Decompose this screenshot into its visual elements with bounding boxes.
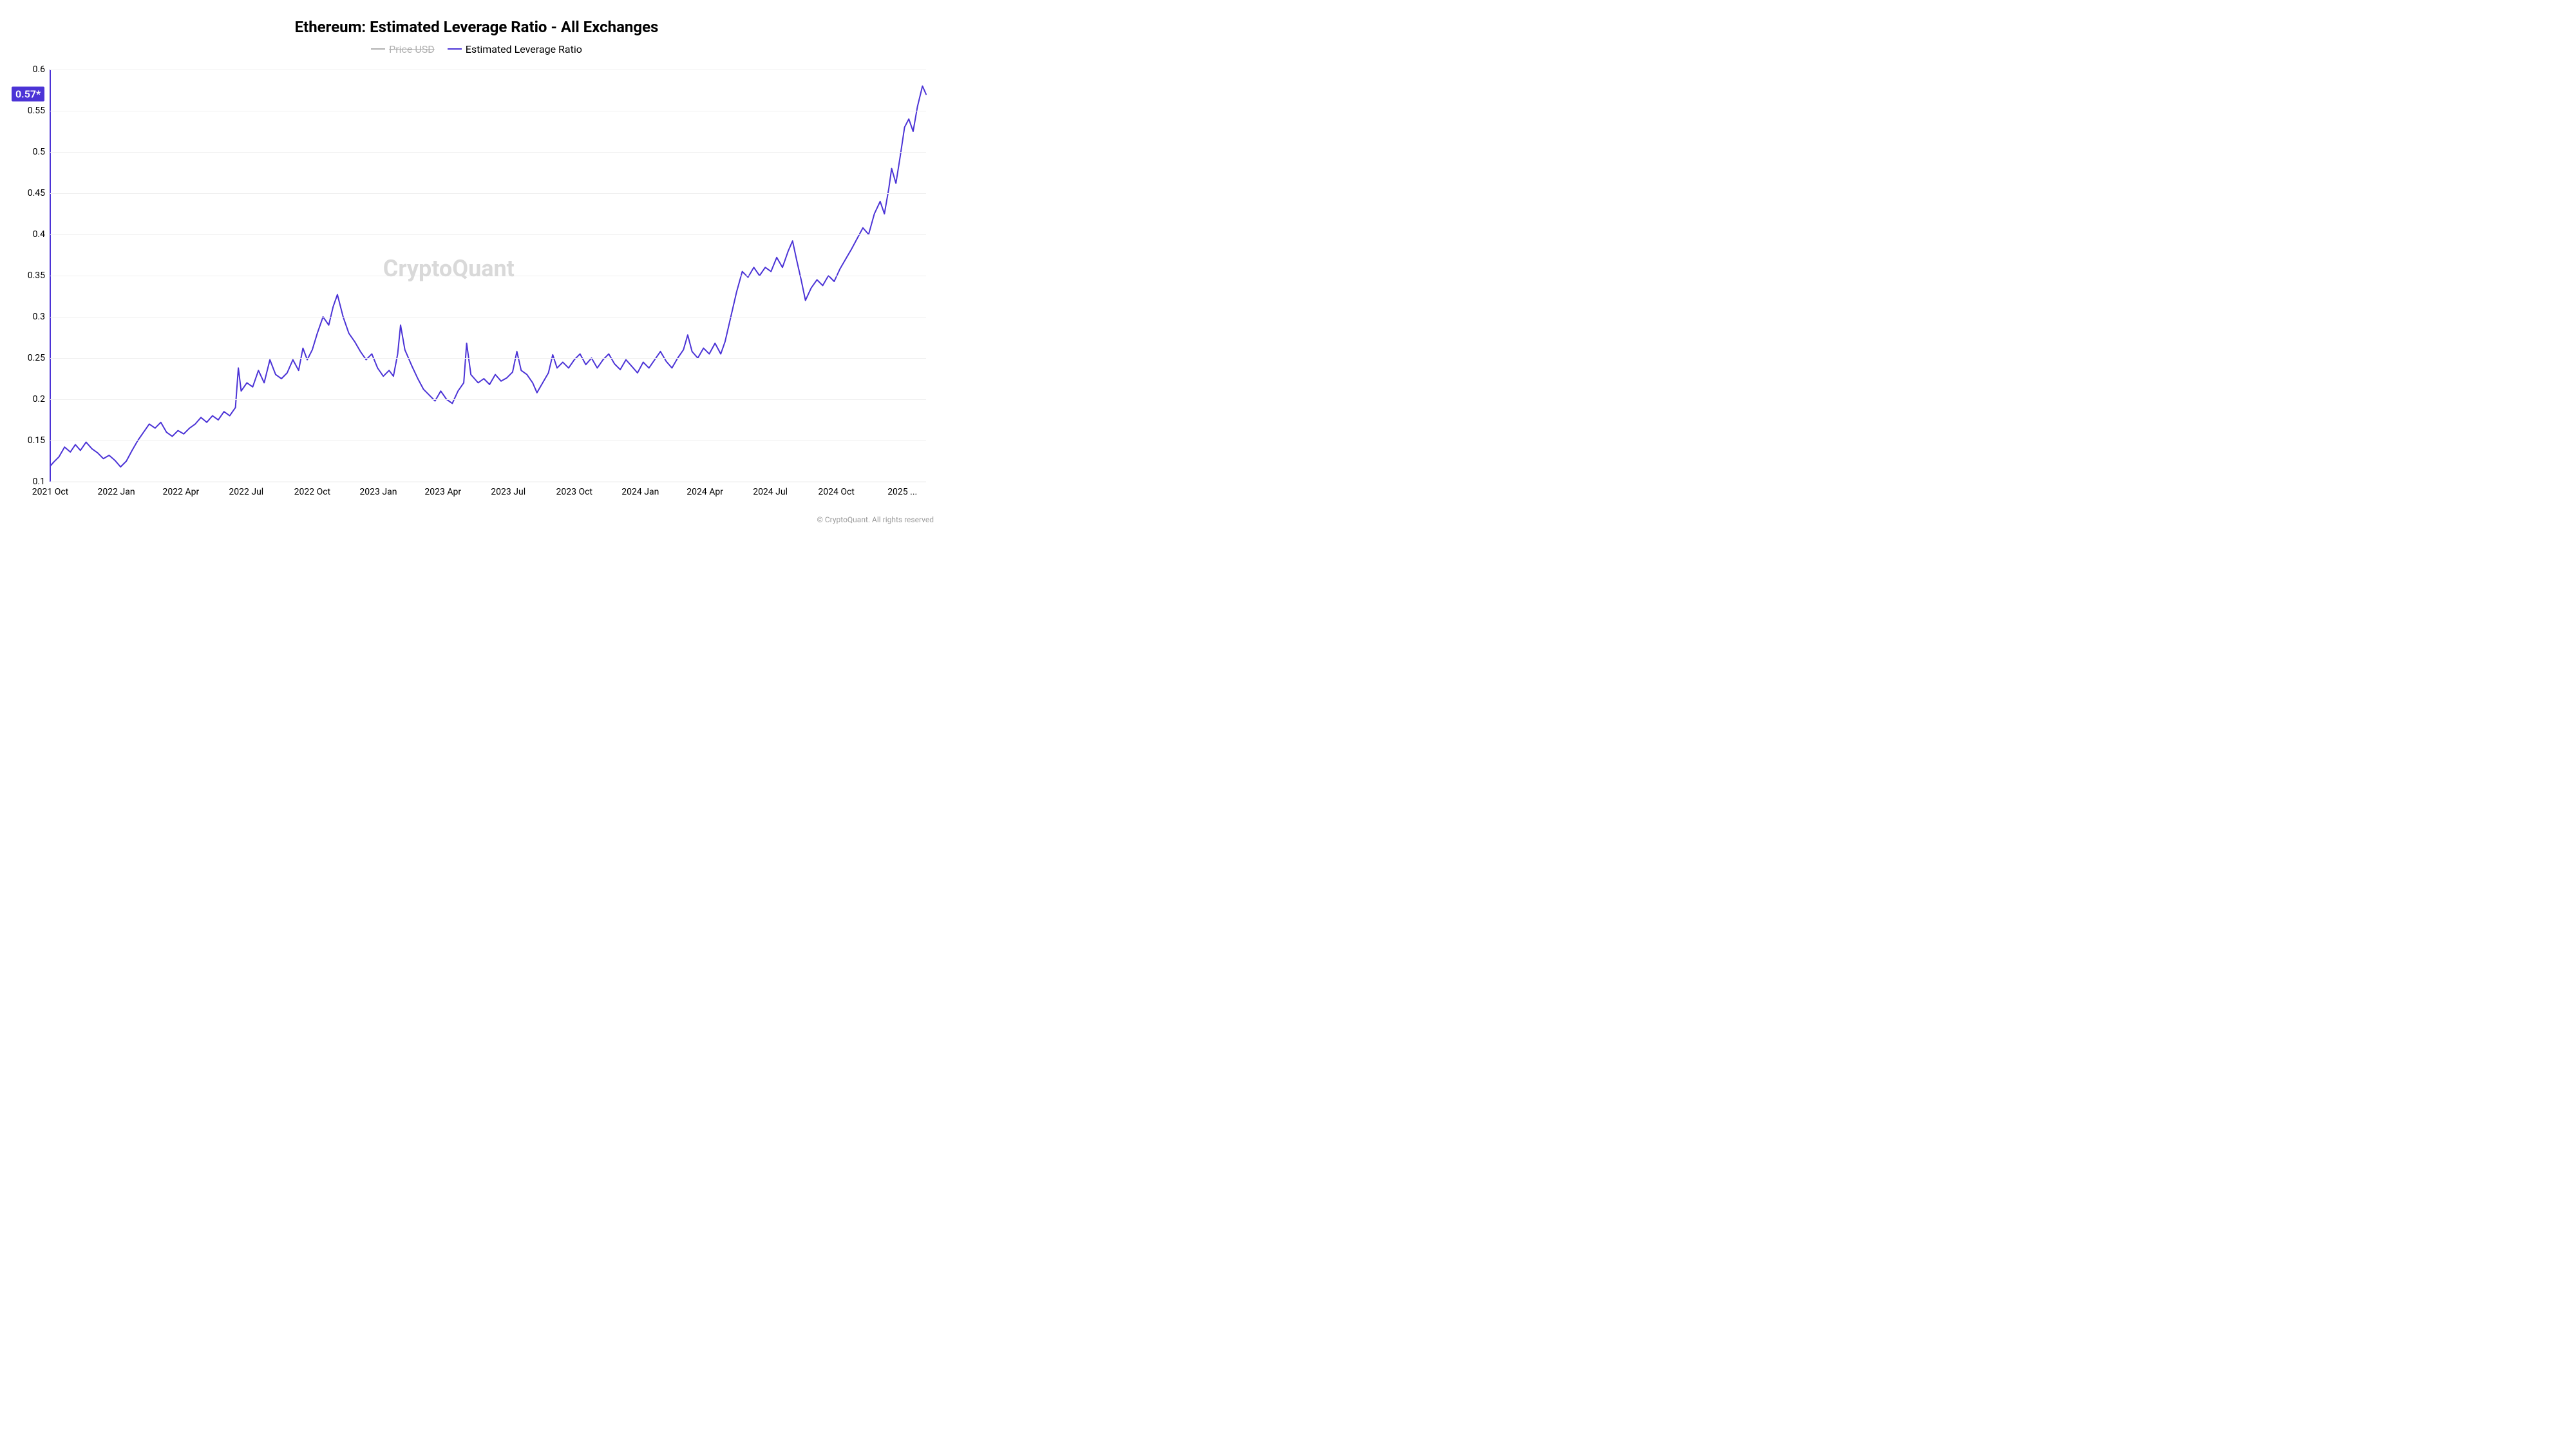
x-axis-tick-label: 2024 Jan (621, 487, 659, 497)
y-axis-tick-label: 0.4 (14, 229, 45, 240)
x-axis-tick-label: 2024 Oct (818, 487, 855, 497)
y-axis-tick-label: 0.55 (14, 106, 45, 116)
gridline-horizontal (50, 358, 926, 359)
chart-legend: Price USD Estimated Leverage Ratio (0, 40, 953, 55)
x-axis-tick-label: 2025 ... (887, 487, 917, 497)
y-axis-tick-label: 0.25 (14, 353, 45, 363)
gridline-horizontal (50, 440, 926, 441)
legend-label: Estimated Leverage Ratio (466, 43, 582, 55)
y-axis-tick-label: 0.35 (14, 270, 45, 281)
y-axis-tick-label: 0.6 (14, 64, 45, 75)
gridline-horizontal (50, 234, 926, 235)
legend-swatch (371, 48, 385, 50)
y-axis-tick-label: 0.3 (14, 312, 45, 322)
x-axis-tick-label: 2023 Jan (359, 487, 397, 497)
legend-label: Price USD (389, 43, 435, 55)
x-axis-tick-label: 2023 Apr (424, 487, 461, 497)
current-value-badge: 0.57* (12, 87, 44, 102)
legend-swatch (448, 48, 462, 50)
x-axis-tick-label: 2021 Oct (32, 487, 69, 497)
chart-title: Ethereum: Estimated Leverage Ratio - All… (0, 18, 953, 36)
chart-plot-area (50, 70, 926, 482)
y-axis-tick-label: 0.2 (14, 394, 45, 404)
x-axis-tick-label: 2022 Jan (98, 487, 135, 497)
y-axis-tick-label: 0.1 (14, 477, 45, 487)
gridline-horizontal (50, 152, 926, 153)
legend-item[interactable]: Price USD (371, 43, 435, 55)
leverage-ratio-line (50, 86, 926, 467)
x-axis-tick-label: 2024 Jul (753, 487, 788, 497)
gridline-horizontal (50, 399, 926, 400)
x-axis-tick-label: 2023 Oct (556, 487, 593, 497)
x-axis-tick-label: 2022 Oct (294, 487, 331, 497)
x-axis-tick-label: 2022 Jul (229, 487, 263, 497)
y-axis-tick-label: 0.5 (14, 147, 45, 157)
x-axis-tick-label: 2024 Apr (687, 487, 723, 497)
x-axis-tick-label: 2023 Jul (491, 487, 526, 497)
y-axis-tick-label: 0.15 (14, 435, 45, 446)
credit-text: © CryptoQuant. All rights reserved (817, 515, 934, 524)
y-axis-tick-label: 0.45 (14, 188, 45, 198)
gridline-horizontal (50, 193, 926, 194)
legend-item[interactable]: Estimated Leverage Ratio (448, 43, 582, 55)
x-axis-tick-label: 2022 Apr (163, 487, 200, 497)
